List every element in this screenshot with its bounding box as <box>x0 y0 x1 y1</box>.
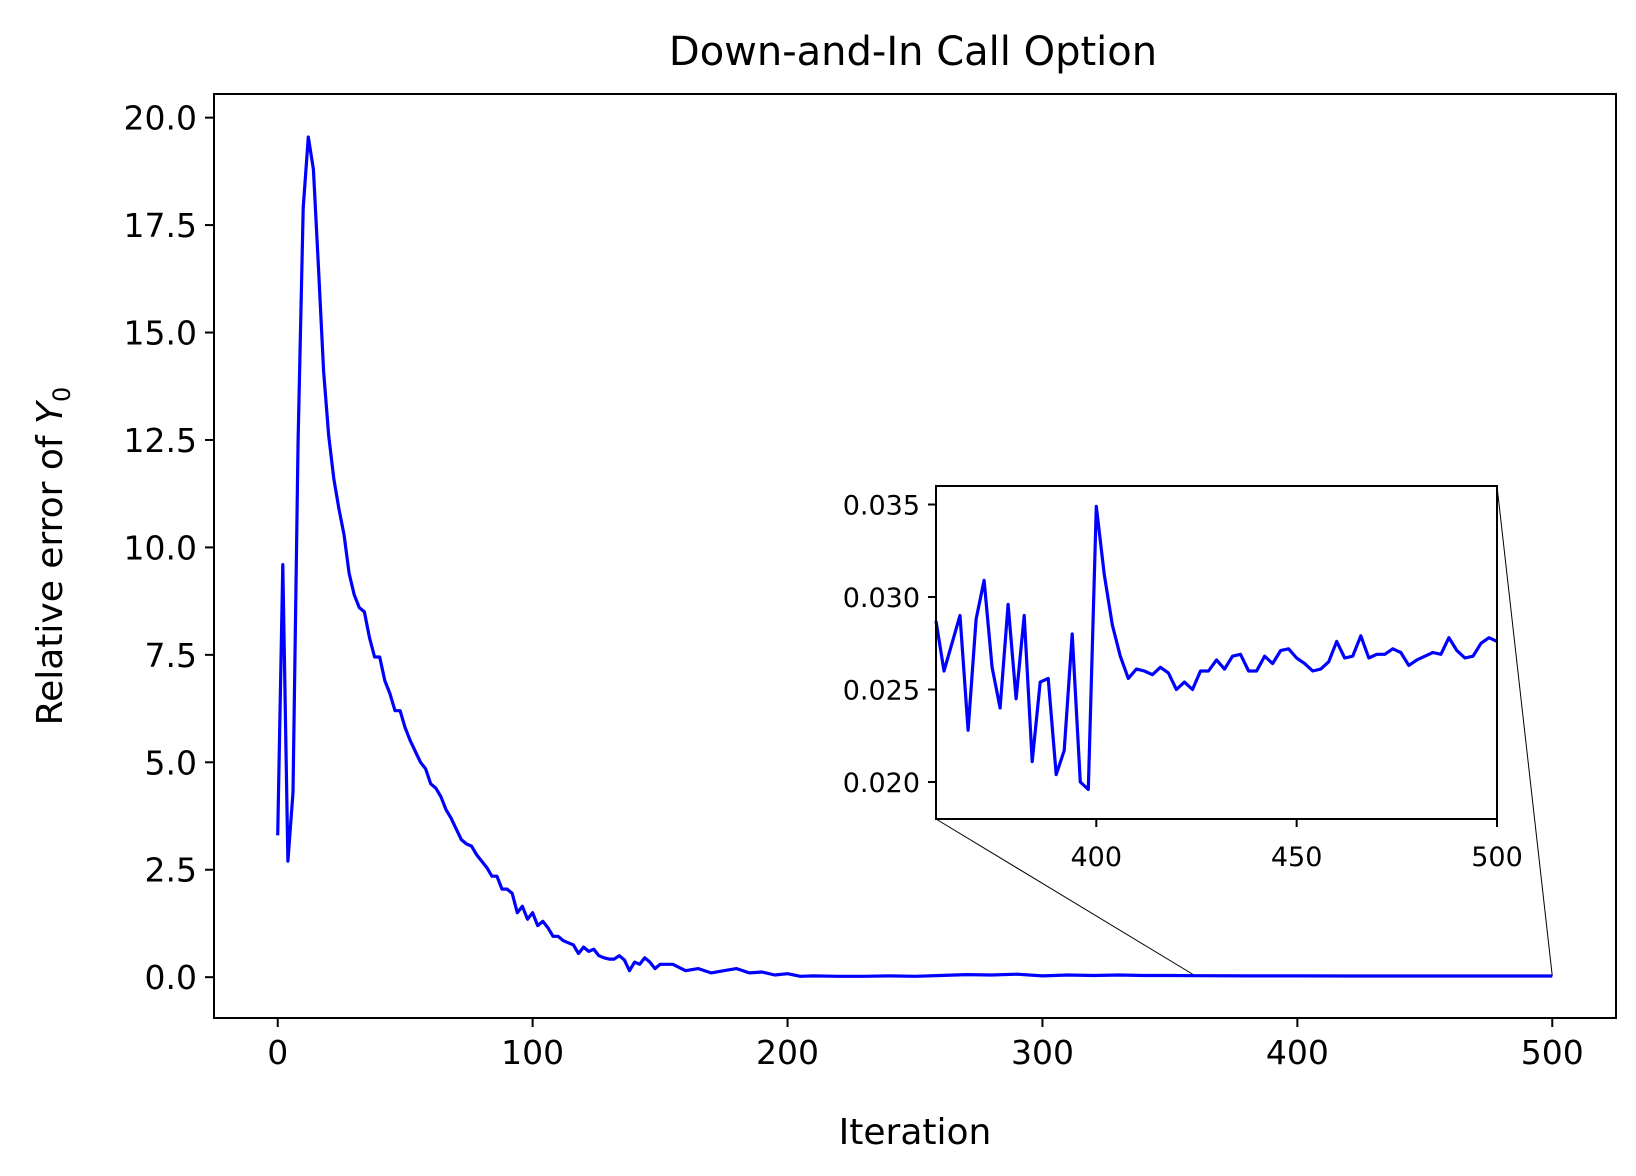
inset-y-ticks: 0.020 0.025 0.030 0.035 <box>843 491 936 799</box>
inset-x-ticks: 400 450 500 <box>1071 819 1523 873</box>
zoom-connector-left <box>935 818 1196 977</box>
y-tick-label: 2.5 <box>145 851 197 890</box>
zoom-connector-right <box>1496 485 1553 976</box>
inset-x-tick-label: 450 <box>1271 842 1323 873</box>
inset-y-tick-label: 0.035 <box>843 491 920 522</box>
y-tick-label: 10.0 <box>124 528 197 567</box>
y-axis-label-symbol: Y <box>30 399 71 424</box>
y-tick-label: 15.0 <box>124 314 197 353</box>
x-axis-label: Iteration <box>839 1112 992 1153</box>
y-axis-label-text: Relative error of <box>30 424 71 725</box>
inset-background <box>936 486 1497 819</box>
x-tick-label: 200 <box>756 1033 819 1072</box>
inset-x-tick-label: 500 <box>1471 842 1523 873</box>
y-tick-label: 12.5 <box>124 421 197 460</box>
main-series-line <box>276 135 1553 978</box>
y-axis-label: Relative error of Y0 <box>30 387 76 726</box>
main-plot-frame <box>213 93 1617 1019</box>
inset-plot-frame <box>935 485 1498 820</box>
main-axes: 0 100 200 300 400 500 0.0 2.5 5.0 7.5 10.0 12.5 15.… <box>124 93 1617 1072</box>
main-x-ticks: 0 100 200 300 400 500 <box>267 1018 1584 1072</box>
x-tick-label: 500 <box>1521 1033 1584 1072</box>
y-tick-label: 7.5 <box>145 636 197 675</box>
x-tick-label: 300 <box>1011 1033 1074 1072</box>
chart-title: Down-and-In Call Option <box>669 29 1157 75</box>
x-tick-label: 400 <box>1266 1033 1329 1072</box>
x-tick-label: 100 <box>501 1033 564 1072</box>
inset-y-tick-label: 0.020 <box>843 768 920 799</box>
inset-x-tick-label: 400 <box>1071 842 1123 873</box>
main-y-ticks: 0.0 2.5 5.0 7.5 10.0 12.5 15.0 17.5 20.0 <box>124 99 214 997</box>
y-axis-label-subscript: 0 <box>48 387 76 402</box>
inset-y-tick-label: 0.025 <box>843 676 920 707</box>
inset-series-line <box>934 504 1498 791</box>
inset-axes: 400 450 500 0.020 0.025 0.030 0.035 <box>843 485 1523 873</box>
y-tick-label: 17.5 <box>124 206 197 245</box>
y-tick-label: 5.0 <box>145 743 197 782</box>
zoom-connector-lines <box>935 485 1553 977</box>
y-tick-label: 0.0 <box>145 958 197 997</box>
x-tick-label: 0 <box>267 1033 288 1072</box>
y-tick-label: 20.0 <box>124 99 197 138</box>
inset-y-tick-label: 0.030 <box>843 583 920 614</box>
